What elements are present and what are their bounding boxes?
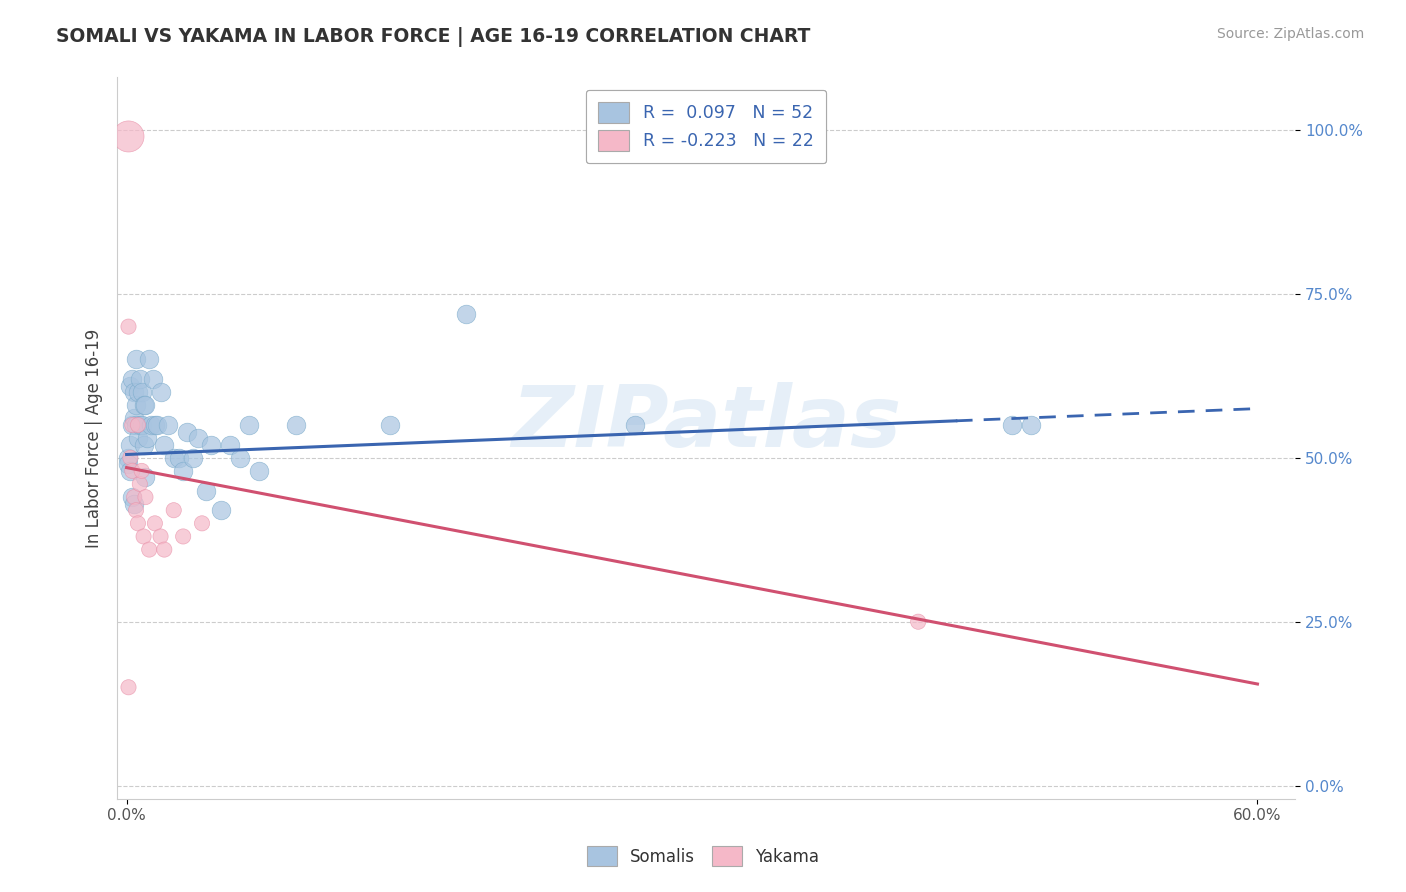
Point <box>120 450 142 465</box>
Point <box>187 431 209 445</box>
Point <box>454 306 477 320</box>
Point <box>125 398 148 412</box>
Point <box>127 431 149 445</box>
Point <box>122 490 145 504</box>
Point <box>149 385 172 400</box>
Legend: Somalis, Yakama: Somalis, Yakama <box>578 838 828 875</box>
Point <box>172 529 194 543</box>
Text: ZIPatlas: ZIPatlas <box>510 382 901 465</box>
Point <box>127 385 149 400</box>
Point <box>176 425 198 439</box>
Point <box>145 417 167 432</box>
Point <box>125 503 148 517</box>
Point <box>128 372 150 386</box>
Point <box>132 529 155 543</box>
Point <box>247 464 270 478</box>
Point <box>143 516 166 531</box>
Point <box>136 431 159 445</box>
Y-axis label: In Labor Force | Age 16-19: In Labor Force | Age 16-19 <box>86 328 103 548</box>
Point <box>138 352 160 367</box>
Text: SOMALI VS YAKAMA IN LABOR FORCE | AGE 16-19 CORRELATION CHART: SOMALI VS YAKAMA IN LABOR FORCE | AGE 16… <box>56 27 811 46</box>
Point <box>122 411 145 425</box>
Point <box>131 385 153 400</box>
Point <box>127 516 149 531</box>
Point <box>143 417 166 432</box>
Point <box>139 417 162 432</box>
Point <box>153 437 176 451</box>
Point <box>157 417 180 432</box>
Point <box>200 437 222 451</box>
Text: Source: ZipAtlas.com: Source: ZipAtlas.com <box>1216 27 1364 41</box>
Point <box>380 417 402 432</box>
Point <box>120 378 142 392</box>
Point <box>219 437 242 451</box>
Point <box>117 450 139 465</box>
Point <box>125 352 148 367</box>
Point <box>121 372 143 386</box>
Point <box>134 490 156 504</box>
Point <box>172 464 194 478</box>
Point <box>209 503 232 517</box>
Point <box>122 385 145 400</box>
Point <box>131 417 153 432</box>
Point <box>117 680 139 694</box>
Point <box>191 516 214 531</box>
Point <box>142 372 165 386</box>
Point <box>163 503 186 517</box>
Point <box>1019 417 1042 432</box>
Point <box>285 417 308 432</box>
Point <box>121 490 143 504</box>
Point <box>238 417 260 432</box>
Point <box>122 497 145 511</box>
Point <box>125 417 148 432</box>
Point <box>228 450 250 465</box>
Point <box>132 437 155 451</box>
Point <box>134 470 156 484</box>
Point <box>128 417 150 432</box>
Point <box>127 417 149 432</box>
Point <box>120 464 142 478</box>
Point <box>149 529 172 543</box>
Point <box>120 437 142 451</box>
Point <box>194 483 217 498</box>
Point <box>169 450 191 465</box>
Point <box>153 542 176 557</box>
Point <box>181 450 204 465</box>
Point <box>907 615 929 629</box>
Point <box>117 458 139 472</box>
Legend: R =  0.097   N = 52, R = -0.223   N = 22: R = 0.097 N = 52, R = -0.223 N = 22 <box>586 90 827 163</box>
Point <box>624 417 647 432</box>
Point <box>128 477 150 491</box>
Point <box>1001 417 1024 432</box>
Point <box>131 464 153 478</box>
Point <box>138 542 160 557</box>
Point <box>117 129 139 144</box>
Point <box>121 464 143 478</box>
Point <box>134 398 156 412</box>
Point <box>121 417 143 432</box>
Point <box>117 319 139 334</box>
Point <box>132 398 155 412</box>
Point <box>163 450 186 465</box>
Point <box>121 417 143 432</box>
